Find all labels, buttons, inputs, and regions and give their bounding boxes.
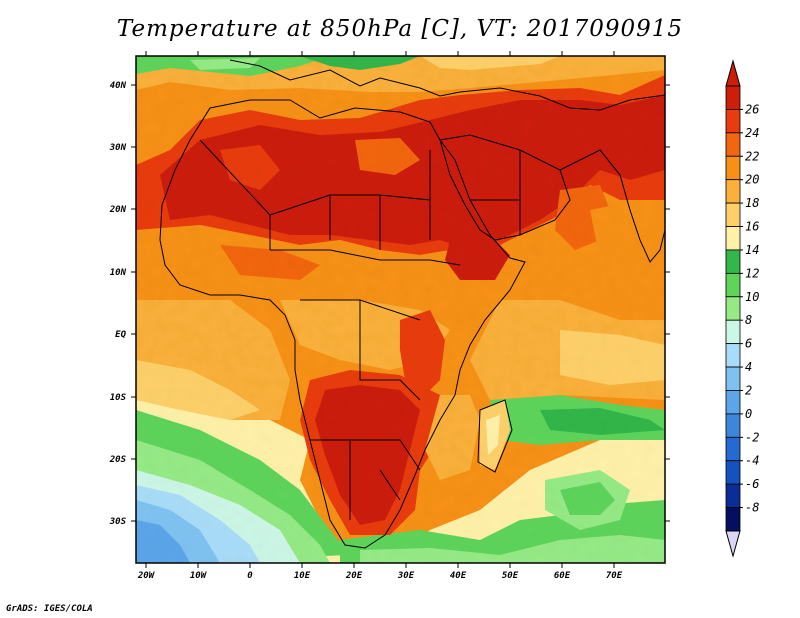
colorbar-label: 10: [745, 290, 759, 304]
lat-tick-label: 30S: [109, 517, 127, 527]
lon-tick-label: 10E: [294, 571, 311, 581]
colorbar-label: 4: [745, 360, 752, 374]
colorbar-label: 14: [745, 243, 759, 257]
lon-tick-label: 10W: [190, 571, 208, 581]
colorbar-label: 26: [745, 102, 759, 116]
colorbar-cell: [725, 319, 741, 345]
colorbar-top-arrow: [725, 59, 741, 87]
colorbar-label: 12: [745, 266, 759, 280]
colorbar-cell: [725, 483, 741, 508]
lon-tick-label: 60E: [554, 571, 571, 581]
colorbar-cell: [725, 390, 741, 415]
credit-text: GrADS: IGES/COLA: [6, 604, 93, 614]
lat-axis: 40N 30N 20N 10N EQ 10S 20S 30S: [109, 81, 670, 527]
colorbar-cell: [725, 202, 741, 227]
lat-tick-label: 10S: [110, 393, 127, 403]
lon-tick-label: 40E: [450, 571, 467, 581]
lat-tick-label: EQ: [115, 330, 126, 340]
colorbar-label: -6: [745, 477, 759, 491]
colorbar-cell: [725, 226, 741, 251]
colorbar-cell: [725, 249, 741, 274]
lon-tick-label: 70E: [606, 571, 623, 581]
colorbar-bottom-arrow: [725, 530, 741, 558]
lon-axis: 20W 10W 0 10E 20E 30E 40E 50E 60E 70E: [137, 51, 623, 581]
colorbar-cell: [725, 272, 741, 298]
colorbar-label: -4: [745, 454, 759, 468]
colorbar-cell: [725, 132, 741, 157]
colorbar-cell: [725, 109, 741, 134]
colorbar-cell: [725, 413, 741, 438]
colorbar-label: 20: [745, 173, 759, 187]
colorbar-cell: [725, 436, 741, 462]
lon-tick-label: 30E: [397, 571, 415, 581]
temperature-field: [136, 56, 665, 563]
colorbar-label: 8: [745, 313, 752, 327]
lat-tick-label: 20N: [109, 205, 127, 215]
colorbar-cell: [725, 85, 741, 110]
lon-tick-label: 20E: [345, 571, 363, 581]
lon-tick-label: 20W: [137, 571, 156, 581]
lat-tick-label: 40N: [110, 81, 127, 91]
coastlines: [159, 59, 665, 549]
colorbar-cell: [725, 366, 741, 391]
colorbar-cell: [725, 343, 741, 368]
colorbar-label: 24: [745, 126, 759, 140]
lon-tick-label: 0: [247, 571, 253, 581]
colorbar-label: -8: [745, 501, 759, 515]
colorbar-cell: [725, 179, 741, 204]
colorbar-cell: [725, 460, 741, 485]
lat-tick-label: 30N: [109, 143, 127, 153]
colorbar-label: 0: [745, 407, 752, 421]
lat-tick-label: 10N: [110, 268, 127, 278]
map-title: Temperature at 850hPa [C], VT: 201709091…: [116, 16, 684, 42]
colorbar-cell: [725, 507, 741, 532]
colorbar-label: 22: [745, 149, 759, 163]
plot-frame: [135, 55, 666, 564]
colorbar-label: 16: [745, 220, 759, 234]
colorbar-label: 18: [745, 196, 759, 210]
colorbar-label: -2: [745, 430, 759, 444]
colorbar-label: 2: [745, 383, 752, 397]
colorbar-label: 6: [745, 337, 752, 351]
lat-tick-label: 20S: [109, 455, 127, 465]
lon-tick-label: 50E: [502, 571, 519, 581]
colorbar-cell: [725, 155, 741, 181]
colorbar-cell: [725, 296, 741, 321]
